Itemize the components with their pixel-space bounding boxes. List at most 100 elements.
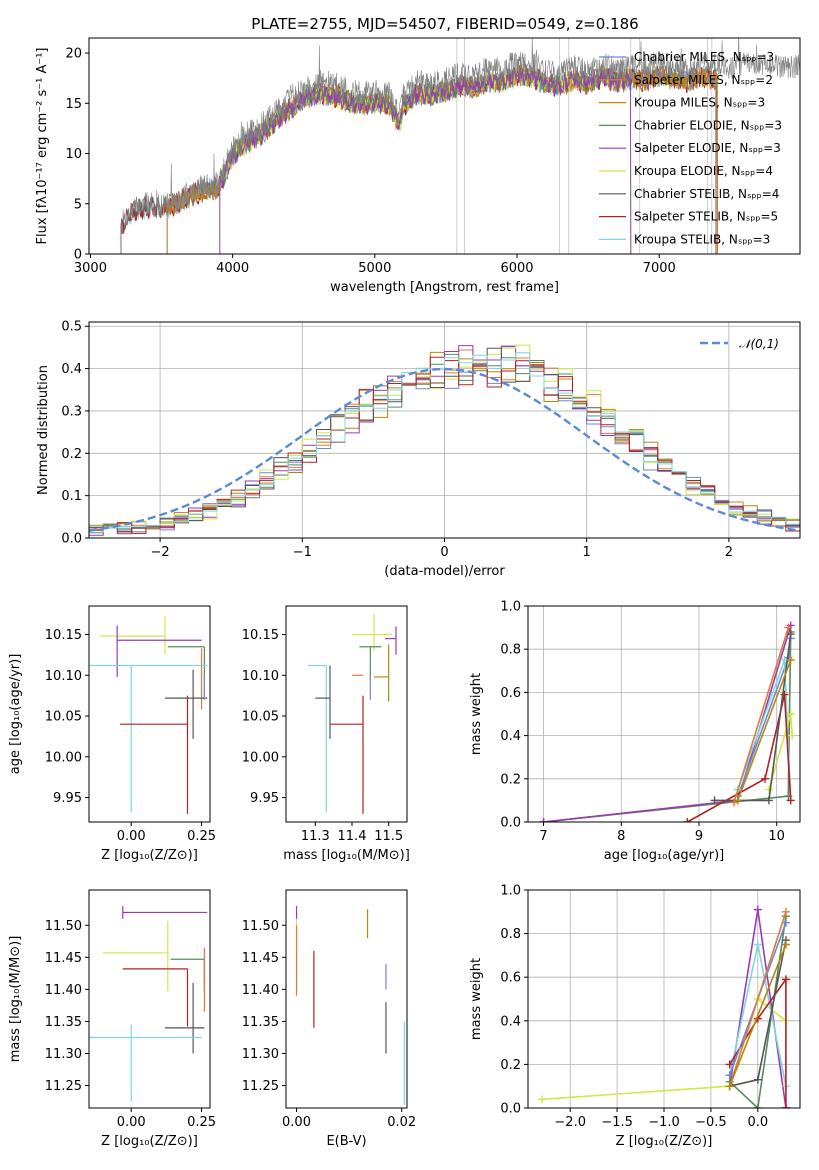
x-tick-label: 7000	[643, 261, 676, 276]
y-tick-label: 0	[74, 248, 82, 263]
y-tick-label: 0.0	[61, 532, 82, 547]
series-marker	[781, 975, 790, 984]
model-spectrum-line	[219, 64, 632, 254]
series-marker	[784, 623, 793, 632]
y-tick-label: 0.0	[500, 816, 521, 831]
data-point	[352, 614, 393, 651]
data-point	[359, 646, 382, 680]
y-tick-label: 10.15	[242, 628, 279, 643]
y-tick-label: 10.10	[242, 669, 279, 684]
plot-area	[89, 344, 800, 536]
y-tick-label: 0.6	[500, 686, 521, 701]
y-tick-label: 11.50	[242, 919, 279, 934]
y-tick-label: 1.0	[500, 884, 521, 899]
series-line	[728, 944, 787, 1087]
series-marker	[753, 905, 762, 914]
data-point	[164, 982, 205, 1054]
x-tick-label: 0.00	[117, 1115, 146, 1130]
y-tick-label: 11.50	[45, 919, 82, 934]
axes-frame	[285, 605, 408, 823]
x-axis-label: E(B-V)	[326, 1134, 366, 1149]
axes-frame	[285, 889, 408, 1109]
series-marker	[725, 1071, 734, 1080]
series-marker	[733, 796, 742, 805]
series-marker	[780, 690, 789, 699]
data-point	[89, 1024, 202, 1102]
y-tick-label: 11.40	[45, 983, 82, 998]
y-tick-label: 0.2	[61, 447, 82, 462]
data-point	[100, 615, 166, 655]
y-axis-label: Flux [fλ10⁻¹⁷ erg cm⁻² s⁻¹ A⁻¹]	[35, 48, 50, 245]
legend-label: Chabrier STELIB, Nₛₚₚ=4	[634, 187, 779, 201]
x-tick-label: 0.00	[282, 1115, 311, 1130]
legend-label: Salpeter STELIB, Nₛₚₚ=5	[634, 210, 778, 224]
data-point	[119, 695, 189, 814]
x-axis-label: wavelength [Angstrom, rest frame]	[330, 280, 559, 295]
legend-label: Kroupa STELIB, Nₛₚₚ=3	[634, 232, 770, 246]
gaussian-line	[89, 367, 798, 532]
y-tick-label: 11.30	[45, 1047, 82, 1062]
y-tick-label: 0.2	[500, 772, 521, 787]
series-marker	[781, 1104, 790, 1108]
legend-label: 𝒩(0,1)	[739, 337, 779, 351]
x-tick-label: 0.25	[187, 1115, 216, 1130]
x-tick-label: 5000	[358, 261, 391, 276]
plot-area	[295, 906, 405, 1105]
y-tick-label: 0.4	[61, 362, 82, 377]
series-marker	[725, 1060, 734, 1069]
y-tick-label: 10.00	[45, 750, 82, 765]
series-marker	[786, 796, 795, 805]
x-axis-label: Z [log₁₀(Z/Z⊙)]	[101, 1134, 198, 1149]
data-spectrum-line	[120, 38, 800, 254]
y-tick-label: 0.1	[61, 489, 82, 504]
y-tick-label: 1.0	[500, 600, 521, 615]
panel-mass-weight-vs-Z: −2.0 −1.5 −1.0 −0.5 0.0 0.0 0.2 0.4 0.6 0.8 1.0 Z […	[469, 884, 801, 1149]
y-axis-label: mass weight	[469, 958, 484, 1040]
plot-area	[89, 615, 208, 814]
x-tick-label: 11.3	[301, 829, 330, 844]
data-point	[330, 695, 364, 814]
series-marker	[781, 907, 790, 916]
series-line	[733, 627, 790, 803]
series-line	[543, 631, 792, 822]
y-tick-label: 10.05	[45, 710, 82, 725]
legend-label: Kroupa ELODIE, Nₛₚₚ=4	[634, 164, 773, 178]
panel-age-vs-Z: 0.00 0.25 9.95 10.00 10.05 10.10 10.15 Z [log₁₀…	[8, 605, 216, 863]
plot-area	[89, 906, 208, 1102]
data-point	[122, 968, 189, 1027]
y-tick-label: 5	[74, 197, 82, 212]
axes-frame	[88, 889, 211, 1109]
y-tick-label: 15	[65, 97, 82, 112]
series-marker	[781, 918, 790, 927]
x-tick-label: 6000	[500, 261, 533, 276]
x-tick-label: 4000	[216, 261, 249, 276]
data-point	[122, 906, 208, 919]
series-marker	[788, 731, 797, 740]
series-marker	[786, 710, 795, 718]
panel-mass-vs-EBV: 0.00 0.02 11.25 11.30 11.35 11.40 11.45 11.50 E(…	[242, 889, 416, 1149]
series-marker	[539, 818, 548, 822]
y-tick-label: 20	[65, 47, 82, 62]
y-axis-label: age [log₁₀(age/yr)]	[8, 654, 23, 775]
legend-label: Kroupa MILES, Nₛₚₚ=3	[634, 96, 765, 110]
series-marker	[538, 1095, 547, 1104]
x-axis-label: Z [log₁₀(Z/Z⊙)]	[616, 1134, 713, 1149]
x-tick-label: −1.5	[601, 1115, 633, 1130]
y-tick-label: 0.3	[61, 404, 82, 419]
x-tick-label: 9	[695, 829, 703, 844]
data-point	[116, 625, 202, 677]
y-tick-label: 0.6	[500, 971, 521, 986]
histogram-line	[89, 347, 800, 532]
x-tick-label: 7	[539, 829, 547, 844]
x-axis-label: age [log₁₀(age/yr)]	[604, 848, 725, 863]
y-axis-label: mass [log₁₀(M/M⊙)]	[8, 936, 23, 1063]
series-marker	[764, 796, 773, 805]
plot-area	[539, 621, 797, 822]
y-tick-label: 11.40	[242, 983, 279, 998]
data-point	[385, 626, 397, 655]
x-tick-label: 0.00	[117, 829, 146, 844]
y-tick-label: 11.25	[242, 1079, 279, 1094]
data-point	[89, 664, 208, 813]
series-line	[737, 659, 792, 801]
